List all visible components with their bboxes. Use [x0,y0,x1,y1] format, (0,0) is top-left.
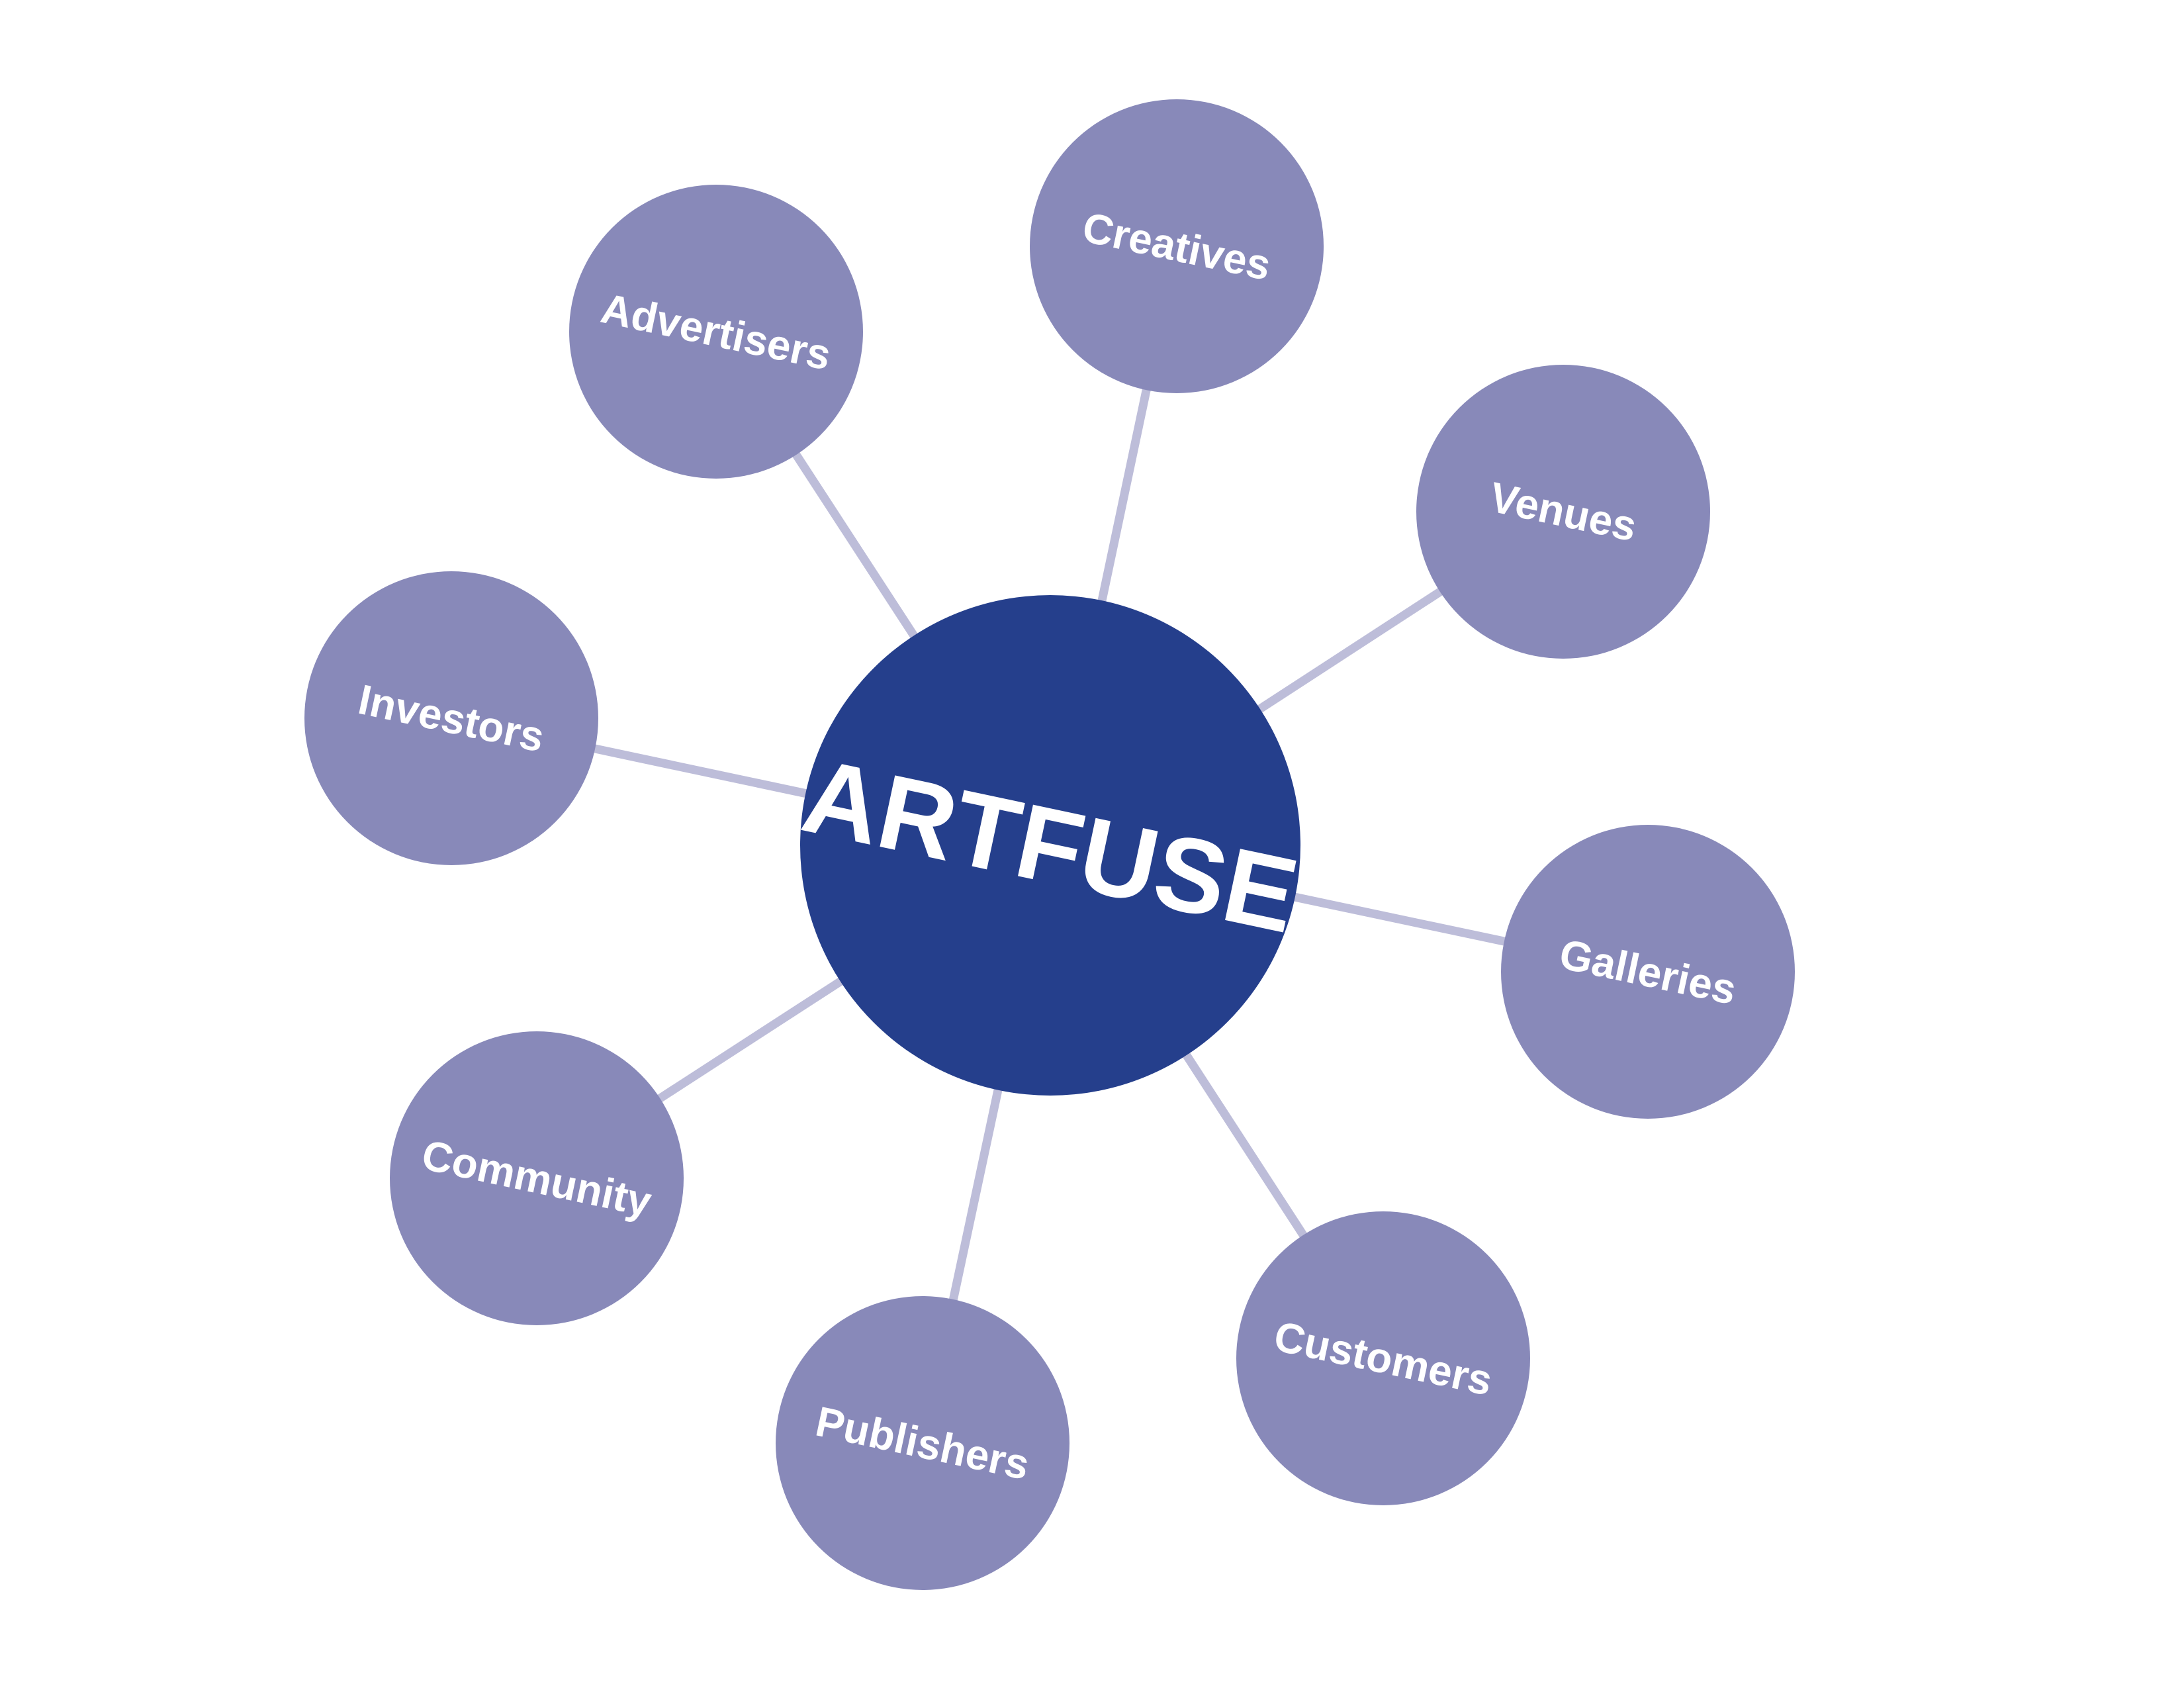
hub: ARTFUSE [794,595,1307,1096]
node-circle-customers [1236,1211,1530,1505]
nodes: Creatives Venues Galleries Customers Publish… [304,99,1795,1590]
node-circle-investors [304,571,598,865]
spoke-creatives [1097,386,1152,604]
node-creatives: Creatives [1030,99,1324,393]
spoke-customers [1181,1051,1308,1240]
node-circle-galleries [1501,825,1795,1119]
spoke-publishers [948,1086,1003,1303]
node-publishers: Publishers [776,1296,1069,1590]
node-community: Community [390,1031,684,1325]
hub-circle [800,595,1300,1096]
spoke-galleries [1291,892,1508,947]
spoke-venues [1255,586,1445,714]
node-venues: Venues [1416,365,1710,659]
spokes [591,386,1508,1303]
node-circle-advertisers [569,185,863,479]
node-circle-creatives [1030,99,1324,393]
node-circle-venues [1416,365,1710,659]
node-circle-publishers [776,1296,1069,1590]
spoke-investors [591,743,809,798]
node-galleries: Galleries [1501,825,1795,1119]
node-advertisers: Advertisers [569,185,863,479]
node-investors: Investors [304,571,598,865]
node-circle-community [390,1031,684,1325]
node-customers: Customers [1236,1211,1530,1505]
spoke-community [655,976,845,1103]
spoke-advertisers [791,450,919,641]
